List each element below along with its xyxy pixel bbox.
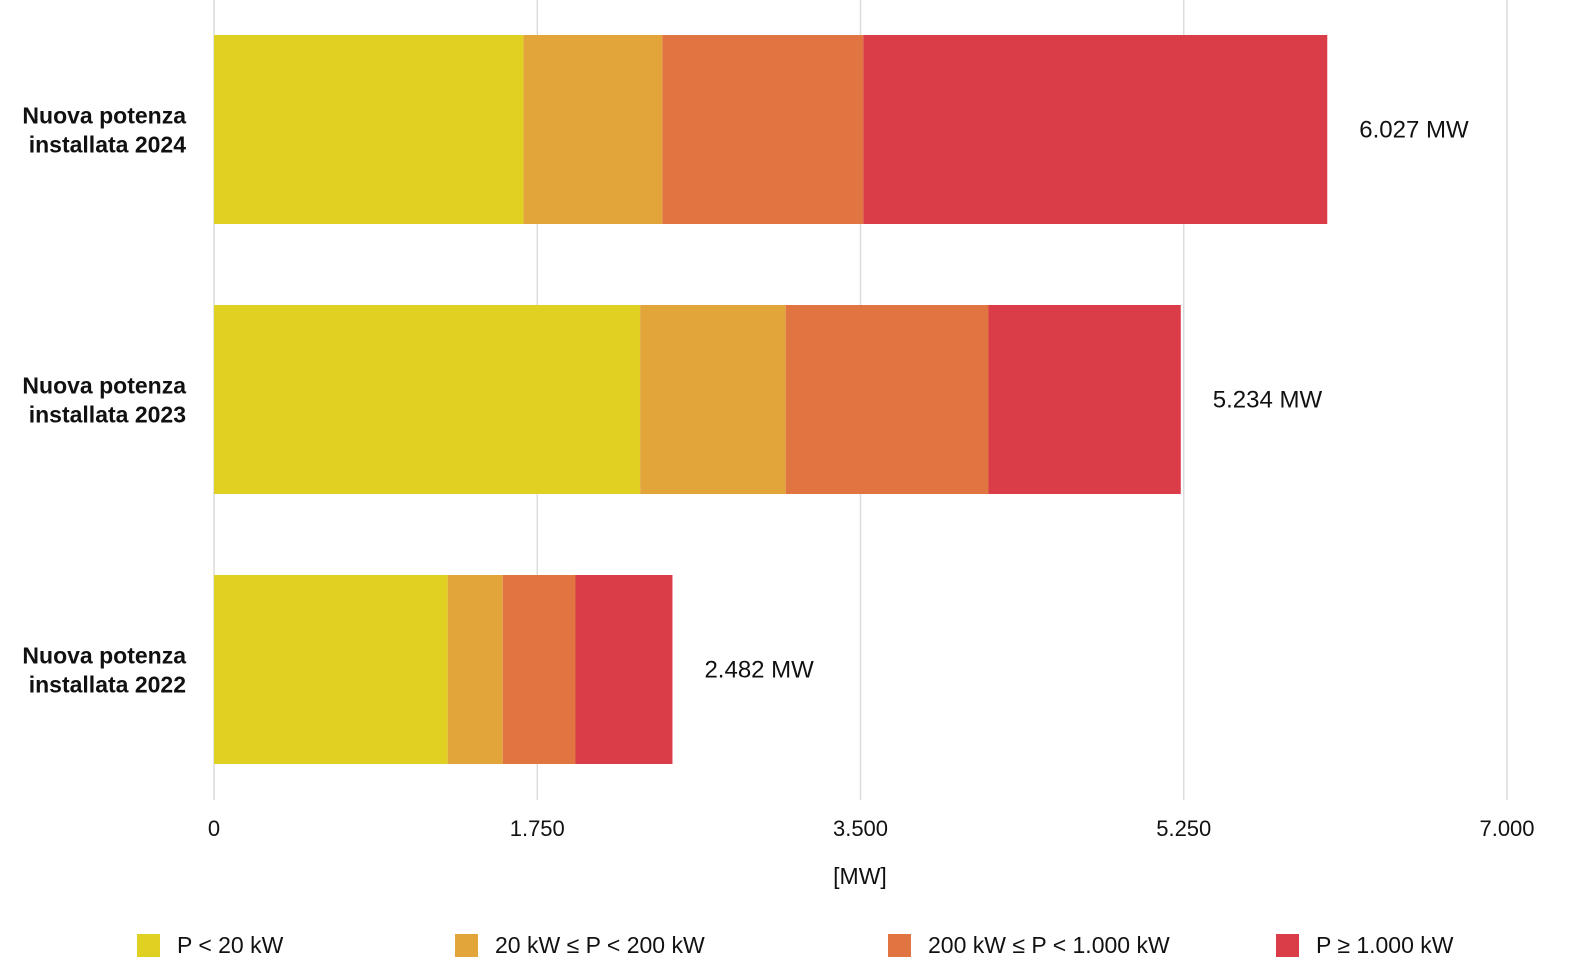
category-label-2-1: installata 2022 [29,672,186,698]
category-label-0-1: installata 2024 [29,132,186,158]
total-label-1: 5.234 MW [1213,387,1323,414]
bars [214,35,1328,764]
x-tick-label-3: 5.250 [1156,816,1211,841]
bar-segment-0-1 [523,35,663,224]
x-tick-label-4: 7.000 [1479,816,1534,841]
total-labels: 6.027 MW 5.234 MW 2.482 MW [704,117,1469,684]
legend-swatch-2 [888,934,911,957]
legend: P < 20 kW 20 kW ≤ P < 200 kW 200 kW ≤ P < … [137,932,1454,958]
bar-segment-1-1 [640,305,786,494]
legend-label-2: 200 kW ≤ P < 1.000 kW [928,932,1170,958]
x-tick-label-0: 0 [208,816,220,841]
legend-label-1: 20 kW ≤ P < 200 kW [495,932,705,958]
bar-segment-0-2 [662,35,864,224]
total-label-0: 6.027 MW [1359,117,1469,144]
bar-segment-0-0 [214,35,524,224]
legend-swatch-3 [1276,934,1299,957]
x-axis-ticks: 0 1.750 3.500 5.250 7.000 [208,816,1535,841]
bar-segment-1-3 [988,305,1181,494]
legend-swatch-1 [455,934,478,957]
x-tick-label-2: 3.500 [833,816,888,841]
bar-segment-2-3 [575,575,673,764]
category-label-1-0: Nuova potenza [22,373,186,399]
category-labels: Nuova potenza installata 2024 Nuova potenz… [22,103,186,698]
bar-segment-0-3 [863,35,1328,224]
category-label-0-0: Nuova potenza [22,103,186,129]
bar-segment-2-2 [502,575,576,764]
bar-segment-1-0 [214,305,641,494]
x-tick-label-1: 1.750 [510,816,565,841]
category-label-1-1: installata 2023 [29,402,186,428]
bar-segment-1-2 [785,305,989,494]
total-label-2: 2.482 MW [704,657,814,684]
bar-segment-2-1 [447,575,503,764]
x-axis-title: [MW] [833,863,887,889]
category-label-2-0: Nuova potenza [22,643,186,669]
bar-segment-2-0 [214,575,448,764]
legend-label-0: P < 20 kW [177,932,284,958]
legend-swatch-0 [137,934,160,957]
legend-label-3: P ≥ 1.000 kW [1316,932,1454,958]
